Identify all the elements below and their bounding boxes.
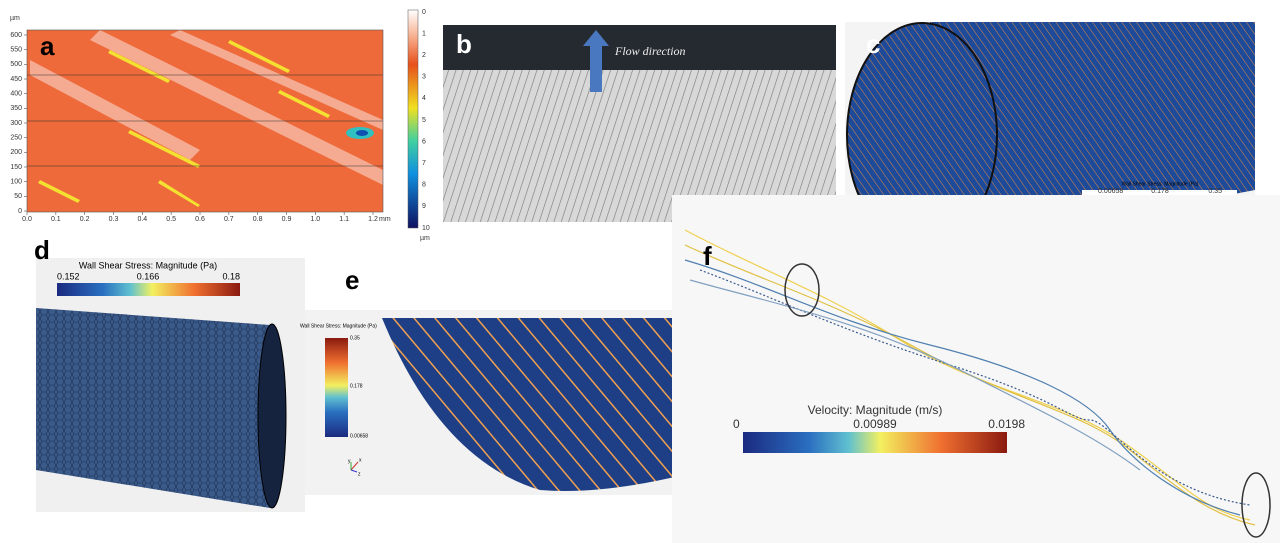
x-tick-label: 0.2 <box>80 216 90 223</box>
colorbar-title: Wall Shear Stress: Magnitude (Pa) <box>300 323 377 329</box>
y-unit: µm <box>10 15 20 22</box>
colorbar-tick: 0 <box>422 9 426 16</box>
x-tick-label: 1.0 <box>310 216 320 223</box>
x-tick-label: 0.5 <box>166 216 176 223</box>
panel-label: b <box>456 29 472 59</box>
colorbar-tick: 0.35 <box>350 335 360 341</box>
panel-label: e <box>345 265 359 295</box>
colorbar-tick: 7 <box>422 160 426 167</box>
y-tick-label: 550 <box>10 47 22 54</box>
panel-label: d <box>34 235 50 265</box>
colorbar-tick: 0 <box>733 417 740 431</box>
colorbar-tick: 8 <box>422 182 426 189</box>
colorbar-title: Velocity: Magnitude (m/s) <box>808 403 943 417</box>
panel-e: e Wall Shear Stress: Magnitude (Pa) 0.35… <box>300 265 683 495</box>
y-tick-label: 200 <box>10 149 22 156</box>
x-tick-label: 1.1 <box>339 216 349 223</box>
colorbar-tick: 0.152 <box>57 271 80 281</box>
colorbar-tick: 2 <box>422 52 426 59</box>
y-tick-label: 500 <box>10 61 22 68</box>
y-tick-label: 300 <box>10 120 22 127</box>
colorbar-tick: 6 <box>422 138 426 145</box>
colorbar-tick: 0.18 <box>222 271 240 281</box>
colorbar-tick: 3 <box>422 74 426 81</box>
panel-label: a <box>40 31 55 61</box>
panel-a: a µm µm mm <box>10 10 430 242</box>
y-tick-label: 150 <box>10 164 22 171</box>
colorbar-tick: 10 <box>422 225 430 232</box>
colorbar-unit: µm <box>420 235 430 242</box>
panel-label: c <box>866 29 880 59</box>
y-tick-label: 250 <box>10 135 22 142</box>
x-tick-label: 0.4 <box>137 216 147 223</box>
colorbar-tick: 0.00989 <box>853 417 897 431</box>
colorbar-tick: 0.0198 <box>988 417 1025 431</box>
figure: a µm µm mm b Flow direction c Wall Shear… <box>0 0 1283 543</box>
panel-f: f Velocity: Magnitude (m/s) 0 0.00989 0.… <box>672 195 1280 543</box>
y-tick-label: 50 <box>14 193 22 200</box>
x-tick-label: 0.8 <box>253 216 263 223</box>
x-tick-label: 0.7 <box>224 216 234 223</box>
y-tick-label: 400 <box>10 91 22 98</box>
x-tick-label: 0.3 <box>109 216 119 223</box>
colorbar-tick: 1 <box>422 30 426 37</box>
colorbar-tick: 0.178 <box>350 383 363 389</box>
x-tick-label: 0.1 <box>51 216 61 223</box>
colorbar-title: Wall Shear Stress: Magnitude (Pa) <box>1122 181 1199 187</box>
colorbar-tick: 0.178 <box>1151 188 1169 195</box>
y-tick-label: 100 <box>10 179 22 186</box>
panel-d: d Wall Shear Stress: Magnitude (Pa) 0.15… <box>34 235 305 512</box>
x-tick-label: 0.9 <box>282 216 292 223</box>
panel-label: f <box>703 241 712 271</box>
colorbar-tick: 5 <box>422 117 426 124</box>
colorbar-tick: 4 <box>422 95 426 102</box>
colorbar-tick: 0.35 <box>1208 188 1222 195</box>
x-tick-label: 0.0 <box>22 216 32 223</box>
panel-b: b Flow direction <box>443 25 836 222</box>
colorbar-tick: 0.00658 <box>1098 188 1123 195</box>
y-tick-label: 450 <box>10 76 22 83</box>
y-tick-label: 0 <box>18 208 22 215</box>
x-tick-label: 0.6 <box>195 216 205 223</box>
x-tick-label: 1.2 <box>368 216 378 223</box>
colorbar-tick: 9 <box>422 203 426 210</box>
x-unit: mm <box>379 216 391 223</box>
y-tick-label: 600 <box>10 32 22 39</box>
colorbar-tick: 0.166 <box>137 271 160 281</box>
annotation: Flow direction <box>614 44 686 58</box>
y-tick-label: 350 <box>10 105 22 112</box>
colorbar-title: Wall Shear Stress: Magnitude (Pa) <box>79 260 217 270</box>
colorbar-tick: 0.00658 <box>350 433 368 439</box>
